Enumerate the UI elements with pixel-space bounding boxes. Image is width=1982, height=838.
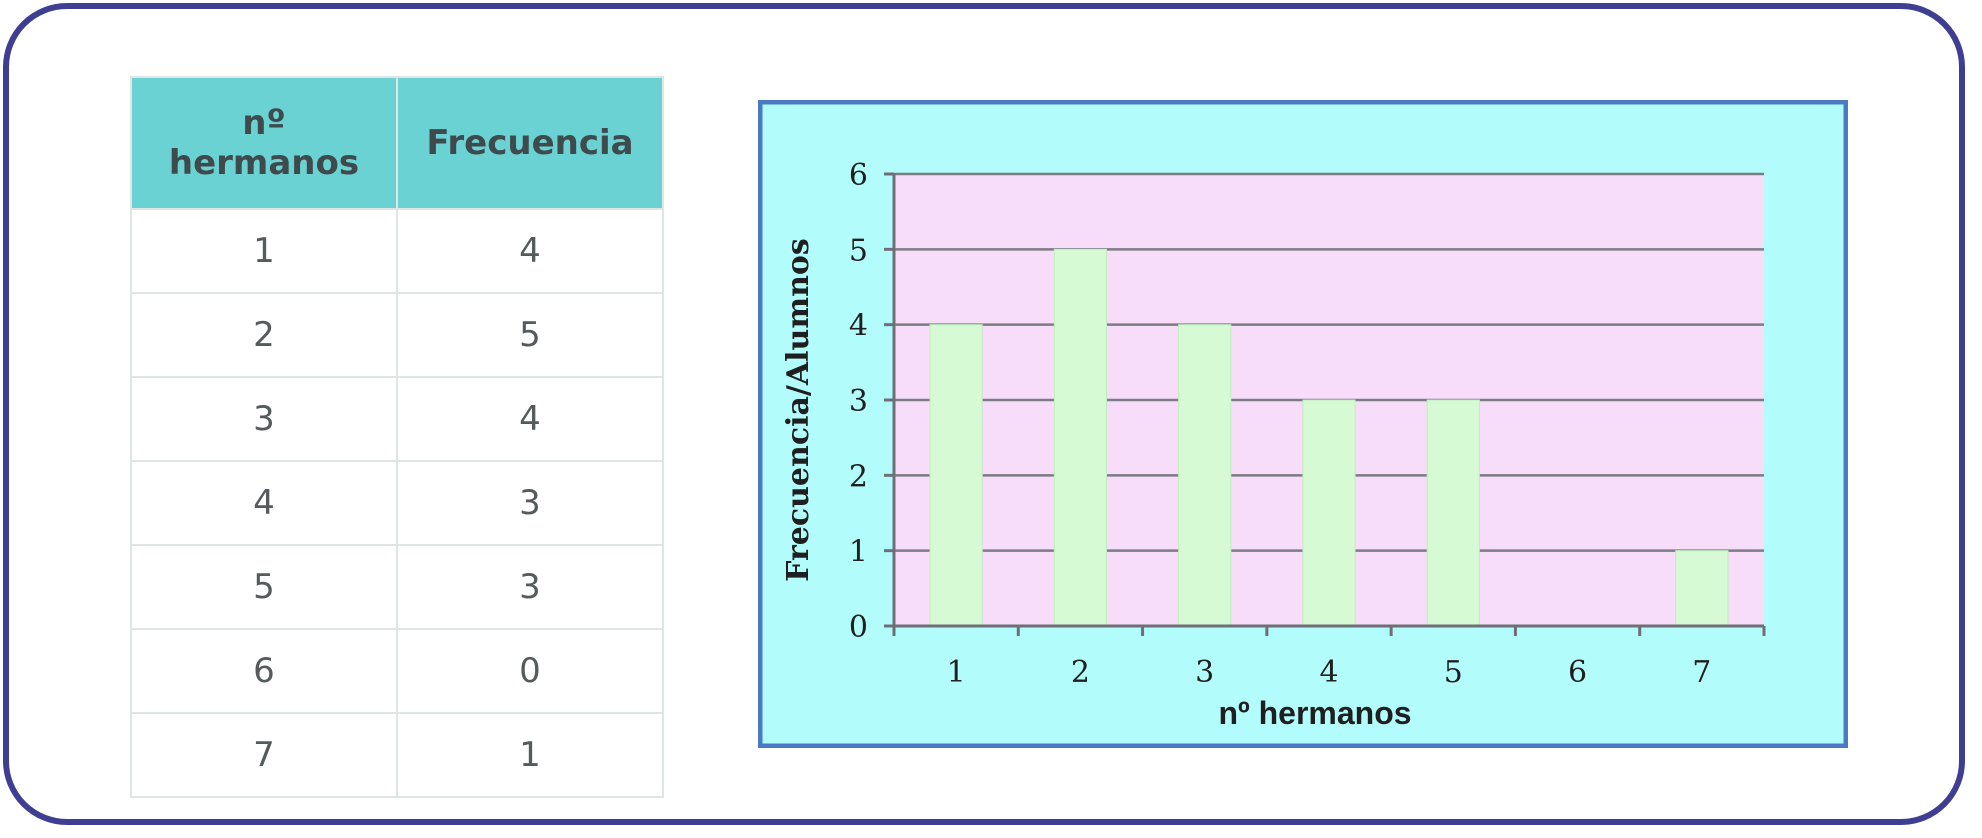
table-row: 6 0 xyxy=(130,628,664,714)
cell-hermanos: 3 xyxy=(130,376,398,462)
bar xyxy=(1675,550,1729,627)
header-hermanos: nº hermanos xyxy=(130,76,398,210)
cell-frecuencia: 5 xyxy=(396,292,664,378)
bar-chart: 0 1 2 3 4 5 6 1 2 3 4 5 6 7 Frecuencia/Alumnos nº he… xyxy=(757,99,1849,749)
y-tick-label: 0 xyxy=(849,610,868,645)
table-row: 5 3 xyxy=(130,544,664,630)
cell-frecuencia: 3 xyxy=(396,460,664,546)
bar xyxy=(1053,248,1108,627)
table-row: 4 3 xyxy=(130,460,664,546)
cell-hermanos: 2 xyxy=(130,292,398,378)
table-row: 1 4 xyxy=(130,208,664,294)
y-axis-label: Frecuencia/Alumnos xyxy=(781,238,816,582)
cell-frecuencia: 4 xyxy=(396,376,664,462)
cell-hermanos: 6 xyxy=(130,628,398,714)
bar xyxy=(1426,399,1480,627)
x-tick-label: 7 xyxy=(1692,655,1711,690)
x-tick-label: 5 xyxy=(1444,655,1463,690)
x-tick-label: 6 xyxy=(1568,655,1587,690)
x-tick-label: 3 xyxy=(1195,655,1214,690)
header-frecuencia: Frecuencia xyxy=(396,76,664,210)
y-tick-label: 6 xyxy=(849,158,868,193)
bar-chart-container: 0 1 2 3 4 5 6 1 2 3 4 5 6 7 Frecuencia/Alumnos nº he… xyxy=(757,99,1849,749)
cell-hermanos: 1 xyxy=(130,208,398,294)
x-tick-label: 4 xyxy=(1319,655,1338,690)
table-header-row: nº hermanos Frecuencia xyxy=(130,76,664,210)
y-tick-label: 4 xyxy=(849,309,868,344)
table-row: 2 5 xyxy=(130,292,664,378)
cell-frecuencia: 3 xyxy=(396,544,664,630)
bar xyxy=(1178,324,1232,627)
table-row: 3 4 xyxy=(130,376,664,462)
x-tick-label: 1 xyxy=(947,655,966,690)
bars xyxy=(929,248,1729,627)
cell-frecuencia: 0 xyxy=(396,628,664,714)
cell-frecuencia: 1 xyxy=(396,712,664,798)
y-tick-label: 2 xyxy=(849,459,868,494)
y-tick-label: 3 xyxy=(849,384,868,419)
x-tick-label: 2 xyxy=(1071,655,1090,690)
x-tick-labels: 1 2 3 4 5 6 7 xyxy=(947,655,1712,690)
bar xyxy=(929,324,983,627)
header-hermanos-line2: hermanos xyxy=(168,143,360,183)
frequency-table: nº hermanos Frecuencia 1 4 2 5 3 4 4 3 xyxy=(130,76,664,798)
cell-hermanos: 5 xyxy=(130,544,398,630)
cell-hermanos: 7 xyxy=(130,712,398,798)
header-hermanos-line1: nº xyxy=(242,103,286,143)
bar xyxy=(1302,399,1356,627)
y-tick-label: 5 xyxy=(849,233,868,268)
table-row: 7 1 xyxy=(130,712,664,798)
axes xyxy=(884,172,1766,636)
y-tick-labels: 0 1 2 3 4 5 6 xyxy=(849,158,868,645)
cell-hermanos: 4 xyxy=(130,460,398,546)
frequency-table-container: nº hermanos Frecuencia 1 4 2 5 3 4 4 3 xyxy=(130,76,664,798)
cell-frecuencia: 4 xyxy=(396,208,664,294)
y-tick-label: 1 xyxy=(849,535,868,570)
x-axis-label: nº hermanos xyxy=(1218,695,1411,731)
